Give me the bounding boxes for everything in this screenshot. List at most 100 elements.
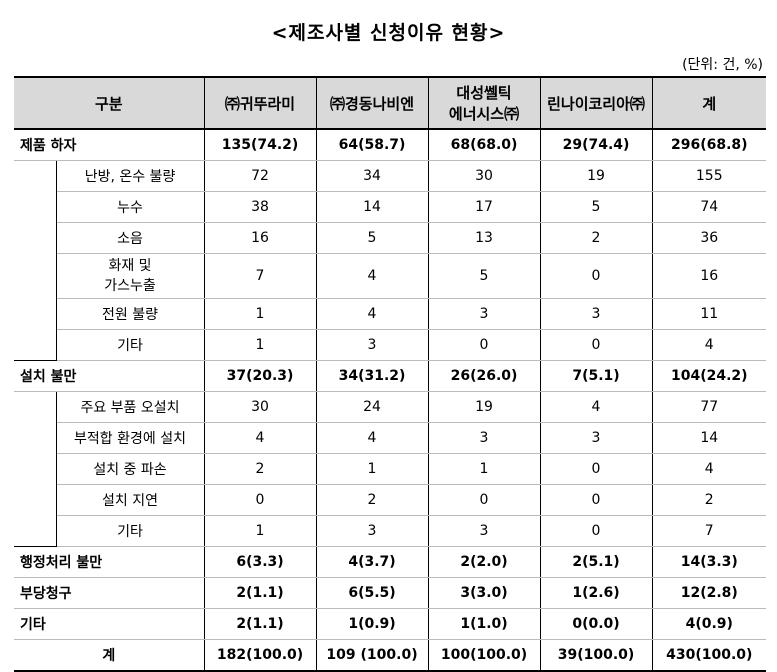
table-cell: 14(3.3) <box>651 546 767 578</box>
row-label-line1: 화재 및 <box>108 258 152 274</box>
table-cell: 34 <box>315 160 429 192</box>
table-cell: 68(68.0) <box>427 128 541 161</box>
table-cell: 3 <box>315 329 429 361</box>
table-cell: 2 <box>651 484 767 516</box>
table-cell: 1 <box>203 515 317 547</box>
table-cell: 13 <box>427 222 541 254</box>
category-label: 부당청구 <box>14 577 205 609</box>
table-cell: 155 <box>651 160 767 192</box>
table-cell: 19 <box>427 391 541 423</box>
table-cell: 38 <box>203 191 317 223</box>
table-cell: 3 <box>315 515 429 547</box>
table-cell: 1 <box>203 329 317 361</box>
table-cell: 3 <box>539 422 653 454</box>
row-label: 소음 <box>55 222 205 254</box>
table-cell: 7 <box>203 253 317 299</box>
table-row: 화재 및 가스누출 7 4 5 0 16 <box>14 253 767 299</box>
header-total: 계 <box>651 76 767 130</box>
table-cell: 1 <box>203 298 317 330</box>
unit-note: (단위: 건, %) <box>682 57 763 73</box>
table-cell: 100(100.0) <box>427 639 541 672</box>
table-cell: 2(5.1) <box>539 546 653 578</box>
table-row: 부적합 환경에 설치 4 4 3 3 14 <box>14 422 767 454</box>
indent-cell <box>14 298 57 330</box>
table-cell: 7(5.1) <box>539 360 653 392</box>
table-cell: 74 <box>651 191 767 223</box>
category-label: 설치 불만 <box>14 360 205 392</box>
indent-cell <box>14 515 57 547</box>
table-cell: 77 <box>651 391 767 423</box>
table-cell: 12(2.8) <box>651 577 767 609</box>
total-label: 계 <box>14 639 205 672</box>
table-cell: 4(3.7) <box>315 546 429 578</box>
table-cell: 6(3.3) <box>203 546 317 578</box>
category-label: 행정처리 불만 <box>14 546 205 578</box>
table-cell: 16 <box>651 253 767 299</box>
category-row-overcharge: 부당청구 2(1.1) 6(5.5) 3(3.0) 1(2.6) 12(2.8) <box>14 577 767 609</box>
table-cell: 6(5.5) <box>315 577 429 609</box>
row-label: 전원 불량 <box>55 298 205 330</box>
row-label: 기타 <box>55 329 205 361</box>
category-row-admin: 행정처리 불만 6(3.3) 4(3.7) 2(2.0) 2(5.1) 14(3… <box>14 546 767 578</box>
header-daesung-line1: 대성쎌틱 <box>456 84 512 102</box>
table-cell: 14 <box>651 422 767 454</box>
page-title: <제조사별 신청이유 현황> <box>271 22 506 44</box>
table-cell: 16 <box>203 222 317 254</box>
table-cell: 37(20.3) <box>203 360 317 392</box>
table-cell: 296(68.8) <box>651 128 767 161</box>
table-cell: 0 <box>427 484 541 516</box>
table-cell: 5 <box>539 191 653 223</box>
indent-cell <box>14 391 57 423</box>
table-cell: 4 <box>315 298 429 330</box>
table-cell: 104(24.2) <box>651 360 767 392</box>
header-kiturami: ㈜귀뚜라미 <box>203 76 317 130</box>
table-cell: 5 <box>427 253 541 299</box>
table-row: 기타 1 3 0 0 4 <box>14 329 767 361</box>
table-cell: 36 <box>651 222 767 254</box>
table-cell: 0 <box>427 329 541 361</box>
table-cell: 1(2.6) <box>539 577 653 609</box>
header-category: 구분 <box>14 76 205 130</box>
table-cell: 4 <box>651 453 767 485</box>
indent-cell <box>14 253 57 299</box>
table-cell: 2 <box>203 453 317 485</box>
table-cell: 0 <box>539 453 653 485</box>
table-cell: 3(3.0) <box>427 577 541 609</box>
table-cell: 3 <box>427 422 541 454</box>
table-cell: 109 (100.0) <box>315 639 429 672</box>
table-row: 누수 38 14 17 5 74 <box>14 191 767 223</box>
table-cell: 135(74.2) <box>203 128 317 161</box>
table-cell: 5 <box>315 222 429 254</box>
table-row: 설치 지연 0 2 0 0 2 <box>14 484 767 516</box>
table-cell: 2(2.0) <box>427 546 541 578</box>
table-cell: 2 <box>315 484 429 516</box>
table-cell: 72 <box>203 160 317 192</box>
table-cell: 3 <box>427 298 541 330</box>
indent-cell <box>14 422 57 454</box>
table-cell: 24 <box>315 391 429 423</box>
table-cell: 1(0.9) <box>315 608 429 640</box>
total-row: 계 182(100.0) 109 (100.0) 100(100.0) 39(1… <box>14 639 767 672</box>
table-cell: 4 <box>539 391 653 423</box>
table-cell: 1 <box>427 453 541 485</box>
row-label: 누수 <box>55 191 205 223</box>
category-row-other: 기타 2(1.1) 1(0.9) 1(1.0) 0(0.0) 4(0.9) <box>14 608 767 640</box>
table-cell: 0 <box>539 329 653 361</box>
indent-cell <box>14 453 57 485</box>
header-navien: ㈜경동나비엔 <box>315 76 429 130</box>
table-row: 난방, 온수 불량 72 34 30 19 155 <box>14 160 767 192</box>
table-cell: 4 <box>203 422 317 454</box>
row-label: 기타 <box>55 515 205 547</box>
table-header-row: 구분 ㈜귀뚜라미 ㈜경동나비엔 대성쎌틱 에너시스㈜ 린나이코리아㈜ 계 <box>14 76 767 130</box>
table-cell: 4 <box>315 422 429 454</box>
indent-cell <box>14 329 57 361</box>
table-cell: 4 <box>315 253 429 299</box>
table-cell: 4(0.9) <box>651 608 767 640</box>
table-cell: 39(100.0) <box>539 639 653 672</box>
table-cell: 0 <box>203 484 317 516</box>
table-cell: 0 <box>539 253 653 299</box>
category-label: 제품 하자 <box>14 128 205 161</box>
indent-cell <box>14 191 57 223</box>
table-cell: 34(31.2) <box>315 360 429 392</box>
row-label: 부적합 환경에 설치 <box>55 422 205 454</box>
